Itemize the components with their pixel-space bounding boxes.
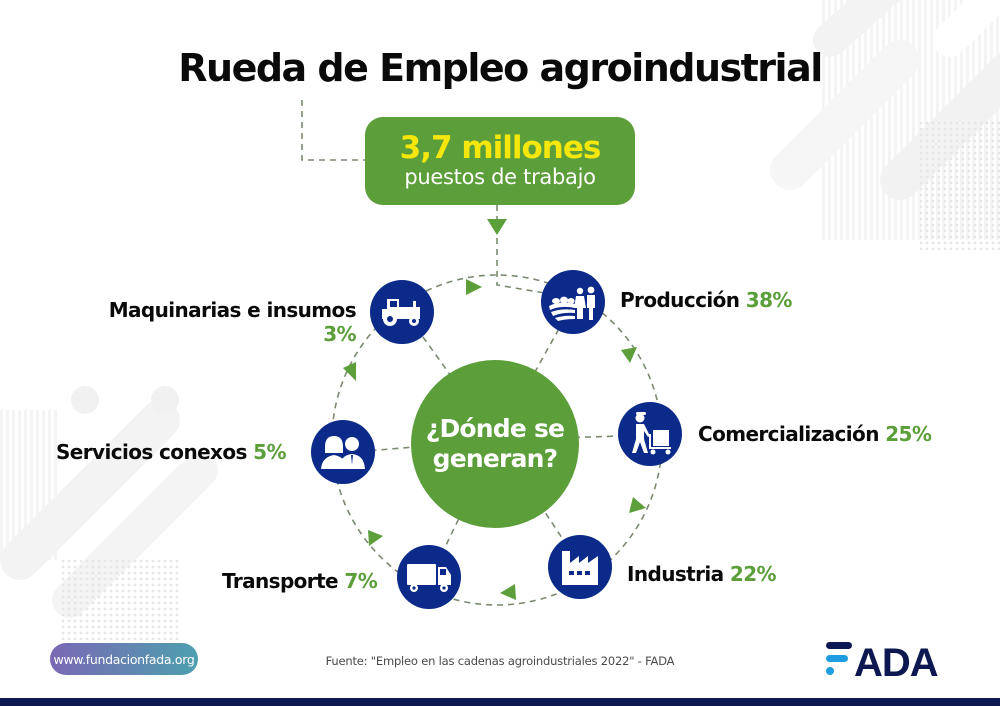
farm-family-icon bbox=[549, 286, 595, 321]
label-servicios-conexos: Servicios conexos 5% bbox=[56, 440, 287, 464]
source-citation: Fuente: "Empleo en las cadenas agroindus… bbox=[325, 654, 675, 668]
label-comercializacion: Comercialización 25% bbox=[698, 422, 932, 446]
truck-icon bbox=[407, 564, 451, 592]
label-transporte: Transporte 7% bbox=[222, 569, 378, 593]
bottom-bar bbox=[0, 698, 1000, 706]
node-industria bbox=[548, 535, 612, 599]
people-icon bbox=[321, 436, 365, 469]
node-maquinarias bbox=[370, 280, 434, 344]
total-jobs-box: 3,7 millones puestos de trabajo bbox=[365, 117, 635, 205]
total-jobs-value: 3,7 millones bbox=[399, 130, 602, 166]
pct-comercializacion: 25% bbox=[885, 422, 932, 446]
website-link[interactable]: www.fundacionfada.org bbox=[50, 643, 198, 675]
pct-produccion: 38% bbox=[745, 288, 793, 312]
label-industria: Industria 22% bbox=[627, 562, 777, 586]
node-servicios-conexos bbox=[311, 420, 375, 484]
label-produccion: Producción 38% bbox=[620, 288, 792, 312]
total-jobs-caption: puestos de trabajo bbox=[404, 165, 596, 189]
pct-maquinarias: 3% bbox=[323, 322, 356, 346]
pct-industria: 22% bbox=[729, 562, 777, 586]
pct-transporte: 7% bbox=[344, 569, 378, 593]
center-question: ¿Dónde se generan? bbox=[425, 414, 565, 473]
node-transporte bbox=[397, 545, 461, 609]
pct-servicios-conexos: 5% bbox=[253, 440, 286, 464]
factory-icon bbox=[562, 551, 598, 585]
svg-text:ADA: ADA bbox=[854, 641, 938, 678]
tractor-icon bbox=[382, 299, 420, 326]
worker-cart-icon bbox=[632, 412, 671, 455]
center-circle: ¿Dónde se generan? bbox=[411, 360, 579, 528]
label-maquinarias: Maquinarias e insumos 3% bbox=[90, 298, 357, 346]
fada-logo: ADA bbox=[826, 641, 939, 678]
page-title: Rueda de Empleo agroindustrial bbox=[178, 46, 823, 90]
node-comercializacion bbox=[618, 402, 682, 466]
node-produccion bbox=[541, 270, 605, 334]
